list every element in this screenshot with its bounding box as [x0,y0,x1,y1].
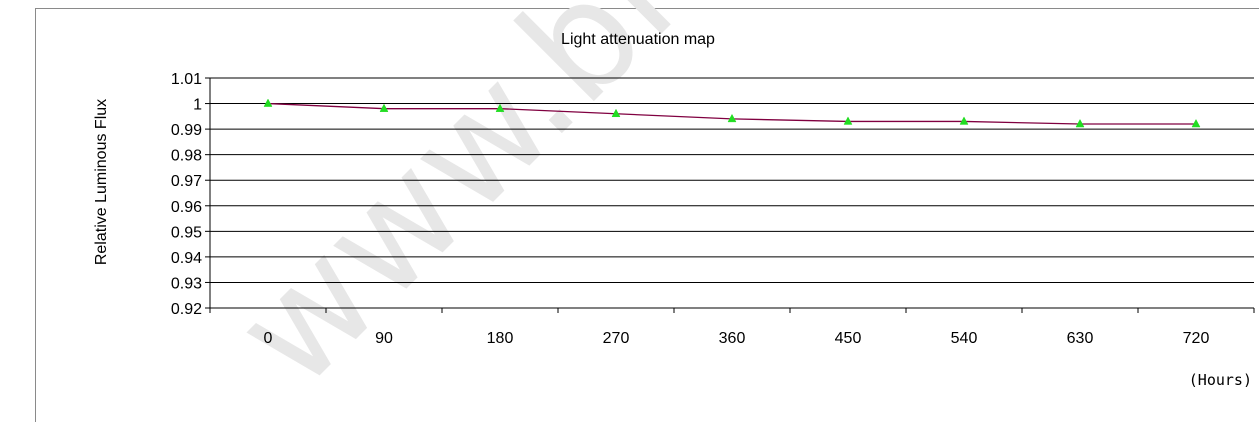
x-tick-label: 540 [951,330,978,347]
axes [209,78,1255,313]
chart-frame [35,8,1259,422]
data-point-marker [727,113,737,123]
gridlines [205,77,1254,309]
data-point-marker [263,98,273,107]
x-tick-label: 270 [603,330,630,347]
y-tick-label: 0.95 [171,224,202,241]
x-tick-labels: 0 90 180 270 360 450 540 630 720 [264,330,1210,347]
data-point-marker [611,108,621,118]
y-axis-label: Relative Luminous Flux [93,99,110,265]
y-tick-label: 1 [193,97,202,114]
data-point-marker [495,103,505,112]
x-tick-label: 180 [487,330,514,347]
y-tick-label: 0.97 [171,173,202,190]
data-point-marker [1075,118,1085,128]
x-tick-label: 360 [719,330,746,347]
x-tick-label: 720 [1183,330,1210,347]
y-tick-label: 0.96 [171,199,202,216]
y-tick-label: 0.92 [171,301,202,318]
y-tick-label: 0.94 [171,250,202,267]
watermark: www.bree [202,0,848,420]
x-tick-label: 630 [1067,330,1094,347]
data-point-marker [1191,118,1201,128]
x-axis-unit-label: (Hours) [1189,371,1252,389]
x-tick-label: 0 [264,330,273,347]
x-tick-label: 90 [375,330,393,347]
y-tick-label: 0.99 [171,122,202,139]
series-luminous-flux [263,98,1201,128]
x-tick-label: 450 [835,330,862,347]
y-tick-label: 1.01 [171,71,202,88]
y-tick-labels: 1.01 1 0.99 0.98 0.97 0.96 0.95 0.94 0.93 0.92 [171,71,202,318]
data-point-marker [379,103,389,112]
data-point-marker [843,116,853,125]
y-tick-label: 0.98 [171,148,202,165]
chart-title: Light attenuation map [561,31,715,48]
data-point-marker [959,116,969,125]
y-tick-label: 0.93 [171,275,202,292]
